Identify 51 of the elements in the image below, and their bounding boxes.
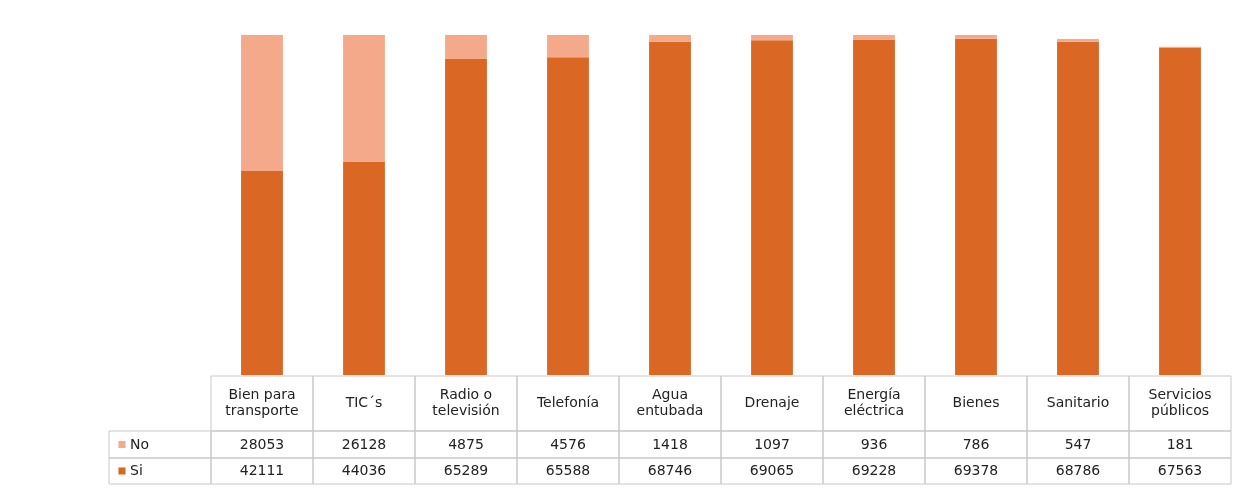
data-label: 69065 [749,462,795,478]
x-tick-label: Radio o televisión [432,386,500,418]
data-label: 69228 [851,462,897,478]
data-label: 1097 [754,435,790,452]
bar [547,57,589,375]
bar [445,58,487,375]
bar [1159,47,1201,375]
data-label: 547 [1064,435,1092,452]
bar [751,35,793,41]
x-tick-label: TIC´s [344,394,383,410]
data-label: 69378 [953,462,999,478]
data-label: 181 [1166,435,1194,452]
bar [955,38,997,375]
data-label: 67563 [1157,462,1203,478]
bar [955,35,997,39]
data-label: 65588 [545,462,591,478]
x-tick-label: Telefonía [535,394,600,410]
data-label: 42111 [239,462,285,478]
data-label: 28053 [239,435,285,452]
data-label: 786 [962,435,990,452]
bar [547,35,589,58]
data-label: 44036 [341,462,387,478]
bar [649,35,691,42]
bar [241,170,283,375]
x-tick-label: Bien para transporte [225,386,299,418]
data-label: 65289 [443,462,489,478]
x-tick-label: Energía eléctrica [843,386,905,418]
x-tick-label: Sanitario [1046,394,1110,410]
legend-label: No [130,435,150,452]
bar [751,40,793,375]
data-label: 1418 [652,435,688,452]
data-label: 4875 [448,435,484,452]
data-label: 68786 [1055,462,1101,478]
x-tick-label: Drenaje [744,394,800,410]
bar [445,35,487,59]
data-label: 936 [860,435,888,452]
data-label: 68746 [647,462,693,478]
data-label: 26128 [341,435,387,452]
x-tick-label: Agua entubada [636,386,704,418]
x-tick-label: Bienes [952,394,1000,410]
bar [853,35,895,40]
bar [1057,39,1099,42]
x-tick-label: Servicios públicos [1148,386,1212,418]
bar [343,161,385,375]
data-label: 4576 [550,435,586,452]
bar [649,41,691,375]
bar [1057,41,1099,375]
bar [241,35,283,171]
bar [853,39,895,375]
bar [343,35,385,162]
legend-label: Si [130,462,143,478]
